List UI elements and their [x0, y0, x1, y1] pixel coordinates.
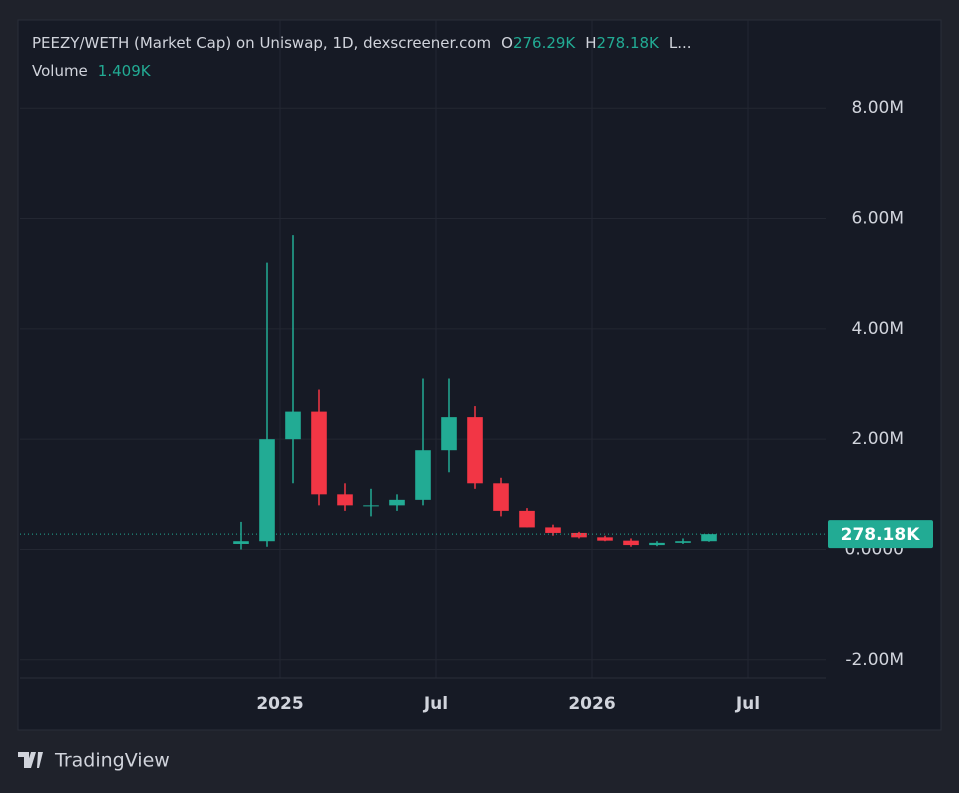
chart-title: PEEZY/WETH (Market Cap) on Uniswap, 1D, … [32, 34, 491, 52]
candle-body [311, 411, 327, 495]
tradingview-logo: TradingView [18, 750, 170, 772]
candle-body [623, 540, 639, 546]
candle-body [519, 510, 535, 528]
y-tick-label: 2.00M [851, 429, 904, 449]
plot-area [20, 20, 826, 679]
x-tick-label: Jul [735, 694, 760, 714]
y-tick-label: 6.00M [851, 209, 904, 229]
legend-key: L... [669, 34, 692, 52]
candle-body [337, 494, 353, 506]
last-price-label: 278.18K [841, 525, 921, 545]
x-tick-label: 2026 [568, 694, 615, 714]
legend-value: 276.29K [513, 34, 576, 52]
candle-body [571, 532, 587, 538]
candle-body [701, 534, 717, 542]
legend-key: H [585, 34, 596, 52]
volume-value: 1.409K [98, 62, 152, 80]
candle-body [649, 542, 665, 546]
candle-body [441, 417, 457, 451]
volume-row: Volume 1.409K [32, 62, 152, 80]
volume-label: Volume [32, 62, 88, 80]
chart-panel [17, 19, 942, 731]
legend-value: 278.18K [597, 34, 660, 52]
candle-body [493, 483, 509, 511]
candle-body [389, 499, 405, 506]
y-tick-label: 8.00M [851, 98, 904, 118]
candle-body [675, 541, 691, 543]
y-tick-label: -2.00M [845, 650, 904, 670]
candle-body [259, 439, 275, 542]
candle-body [467, 417, 483, 484]
x-tick-label: Jul [423, 694, 448, 714]
candle-body [415, 450, 431, 500]
last-price-badge [828, 520, 933, 549]
candle-body [285, 411, 301, 440]
candle-body [363, 505, 379, 507]
candle-body [233, 541, 249, 544]
y-tick-label: 4.00M [851, 319, 904, 339]
candle-body [545, 527, 561, 533]
chart-header: PEEZY/WETH (Market Cap) on Uniswap, 1D, … [32, 34, 692, 52]
candle-body [597, 537, 613, 541]
legend-key: O [501, 34, 513, 52]
brand-name: TradingView [54, 750, 170, 772]
x-tick-label: 2025 [256, 694, 303, 714]
